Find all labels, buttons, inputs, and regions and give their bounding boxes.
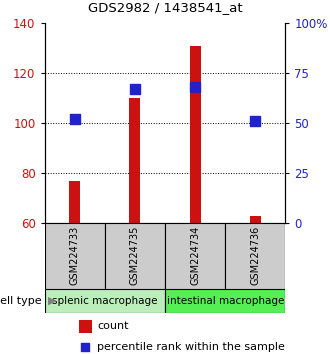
Point [72,116,77,122]
Text: GSM224736: GSM224736 [250,226,260,285]
Point [192,84,198,90]
Bar [45,289,165,313]
Text: count: count [97,321,129,331]
Bar [165,223,225,289]
Text: GDS2982 / 1438541_at: GDS2982 / 1438541_at [88,1,242,14]
Point [83,344,88,349]
Text: GSM224735: GSM224735 [130,226,140,285]
Bar [129,98,140,223]
Point [253,118,258,124]
Text: GSM224733: GSM224733 [70,226,80,285]
Bar [105,223,165,289]
Text: splenic macrophage: splenic macrophage [52,296,157,306]
Text: cell type: cell type [0,296,41,306]
Bar [45,223,105,289]
Bar [79,320,92,333]
Bar [225,223,285,289]
Text: percentile rank within the sample: percentile rank within the sample [97,342,285,352]
Bar [165,289,285,313]
Text: ▶: ▶ [48,296,56,306]
Bar [190,46,201,223]
Bar [69,181,80,223]
Bar [250,216,261,223]
Text: intestinal macrophage: intestinal macrophage [167,296,284,306]
Text: GSM224734: GSM224734 [190,226,200,285]
Point [132,86,138,92]
